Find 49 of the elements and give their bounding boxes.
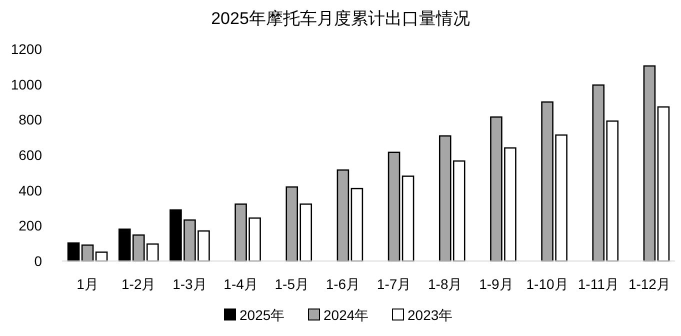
bar [81, 244, 94, 262]
y-tick-label: 1200 [10, 41, 42, 57]
y-tick-label: 400 [18, 182, 42, 198]
chart-title: 2025年摩托车月度累计出口量情况 [211, 9, 470, 28]
bar [336, 169, 350, 262]
bar [67, 242, 80, 262]
bar [118, 228, 131, 262]
y-tick-label: 1000 [10, 76, 42, 92]
bar [643, 65, 656, 262]
x-tick-label: 1-9月 [479, 276, 514, 292]
x-tick-label: 1-4月 [224, 276, 258, 292]
bar [657, 106, 670, 262]
x-tick-label: 1-10月 [526, 276, 568, 292]
x-tick-label: 1-7月 [376, 276, 412, 292]
x-tick-label: 1-8月 [428, 276, 462, 292]
x-tick-label: 1-12月 [628, 276, 670, 292]
bar [286, 186, 298, 262]
bar [388, 152, 400, 262]
bar [184, 219, 196, 262]
y-tick-label: 800 [18, 112, 42, 128]
x-tick-label: 1-6月 [326, 276, 360, 292]
bar [504, 147, 516, 262]
legend-label: 2023年 [408, 307, 453, 323]
bar [452, 160, 466, 262]
bar [438, 135, 452, 262]
x-tick-label: 1-11月 [578, 276, 619, 292]
x-tick-label: 1-5月 [274, 276, 309, 292]
y-tick-label: 0 [34, 253, 42, 269]
bar [350, 188, 364, 262]
bar [170, 209, 182, 262]
y-tick-label: 200 [18, 218, 42, 234]
x-tick-label: 1-2月 [122, 276, 156, 292]
bar [132, 234, 145, 262]
x-tick-label: 1月 [76, 276, 98, 292]
bar [555, 134, 568, 262]
x-tick-label: 1-3月 [172, 276, 207, 292]
bar [248, 217, 261, 262]
bar [198, 230, 210, 262]
bar [490, 116, 502, 262]
bar [402, 176, 414, 262]
bar [592, 84, 605, 262]
bar [300, 203, 312, 262]
y-tick-label: 600 [18, 147, 42, 163]
bar [146, 243, 159, 262]
legend-label: 2025年 [240, 307, 285, 323]
bar [606, 120, 619, 262]
bar [541, 101, 554, 262]
legend-label: 2024年 [324, 307, 369, 323]
bar [234, 203, 247, 262]
